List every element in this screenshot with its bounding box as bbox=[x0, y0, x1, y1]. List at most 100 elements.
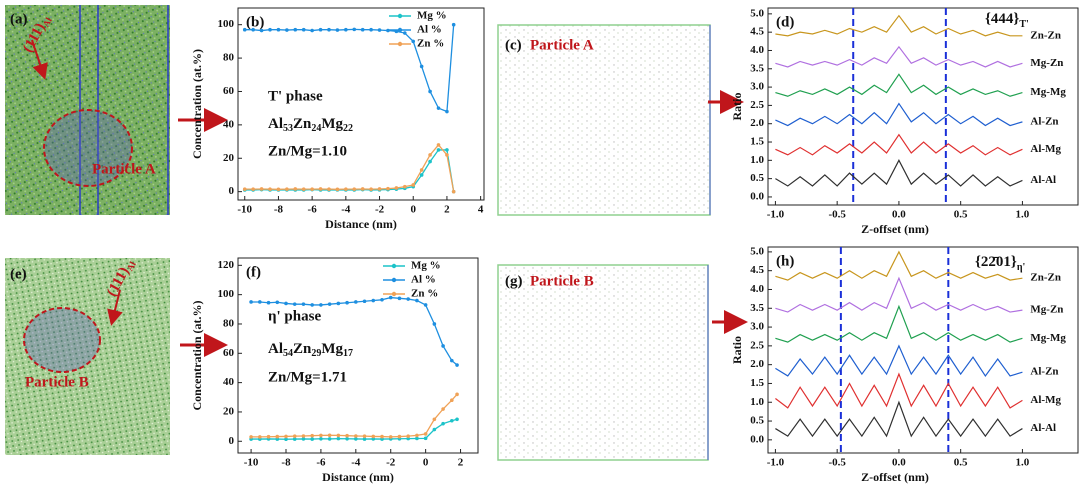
x-axis-label: Z-offset (nm) bbox=[861, 222, 929, 236]
data-point bbox=[369, 187, 373, 191]
particle-label: Particle A bbox=[92, 161, 156, 177]
series-label: Al-Zn bbox=[1030, 366, 1058, 378]
y-tick-label: 3.0 bbox=[750, 81, 764, 93]
plot-frame bbox=[767, 7, 1079, 206]
legend-marker bbox=[391, 263, 397, 269]
y-tick-label: 80 bbox=[223, 52, 235, 64]
panel-label: (b) bbox=[246, 14, 264, 30]
y-axis-label: Concentration (at.%) bbox=[190, 49, 204, 159]
data-point bbox=[380, 297, 384, 302]
legend-label: Zn % bbox=[411, 288, 438, 300]
legend-marker bbox=[391, 291, 397, 297]
data-point bbox=[441, 407, 445, 411]
data-point bbox=[249, 300, 253, 304]
data-point bbox=[327, 433, 332, 438]
data-point bbox=[345, 436, 349, 441]
panel-label: (e) bbox=[10, 266, 27, 282]
data-point bbox=[455, 392, 459, 397]
data-point bbox=[301, 187, 306, 191]
data-point bbox=[441, 421, 445, 426]
series-label: Zn-Zn bbox=[1030, 272, 1061, 284]
data-point bbox=[310, 437, 314, 441]
x-axis-label: Distance (nm) bbox=[322, 470, 394, 484]
data-point bbox=[251, 187, 255, 191]
data-point bbox=[268, 27, 272, 32]
particle-label: Particle B bbox=[530, 273, 594, 289]
data-point bbox=[275, 300, 280, 305]
data-point bbox=[441, 344, 445, 348]
y-tick-label: 5.0 bbox=[750, 245, 764, 257]
data-point bbox=[318, 27, 323, 32]
data-point bbox=[327, 27, 331, 32]
y-tick-label: 20 bbox=[223, 405, 235, 417]
data-point bbox=[369, 27, 373, 32]
data-point bbox=[292, 434, 297, 438]
arrows bbox=[178, 90, 748, 357]
data-point bbox=[292, 437, 297, 441]
formula-label: Al53Zn24Mg22 bbox=[268, 116, 353, 134]
data-point bbox=[258, 300, 262, 304]
x-tick-label: -2 bbox=[386, 457, 396, 469]
data-point bbox=[275, 434, 280, 439]
data-point bbox=[266, 300, 271, 305]
series-line bbox=[775, 45, 1023, 68]
y-axis-label: Ratio bbox=[730, 336, 744, 364]
series-line bbox=[775, 133, 1023, 156]
series-line bbox=[775, 344, 1023, 377]
data-point bbox=[445, 153, 449, 157]
data-point bbox=[292, 302, 297, 306]
y-tick-label: 2.5 bbox=[750, 339, 764, 351]
particle-label: Particle B bbox=[25, 374, 89, 390]
series-line bbox=[775, 250, 1023, 281]
data-point bbox=[403, 184, 407, 189]
series-line bbox=[775, 73, 1023, 97]
data-point bbox=[450, 418, 454, 423]
series-line bbox=[775, 159, 1023, 187]
data-point bbox=[377, 28, 382, 32]
y-tick-label: 3.5 bbox=[750, 302, 764, 314]
panel-label: (c) bbox=[505, 37, 522, 53]
y-tick-label: 4.0 bbox=[750, 44, 764, 56]
x-tick-label: -6 bbox=[308, 204, 318, 216]
data-point bbox=[451, 22, 456, 27]
series-line bbox=[251, 393, 458, 438]
y-tick-label: 20 bbox=[223, 152, 235, 164]
data-point bbox=[319, 433, 323, 438]
y-tick-label: 120 bbox=[218, 259, 235, 271]
y-tick-label: 60 bbox=[223, 347, 235, 359]
data-point bbox=[276, 27, 281, 32]
data-point bbox=[344, 187, 348, 191]
data-point bbox=[301, 437, 306, 441]
series-label: Al-Al bbox=[1030, 174, 1056, 186]
data-point bbox=[285, 187, 289, 191]
series-line bbox=[775, 276, 1023, 313]
formula-subscript: 54 bbox=[283, 348, 293, 359]
x-tick-label: -1.0 bbox=[767, 457, 785, 469]
data-point bbox=[335, 187, 340, 192]
formula-element: Al bbox=[268, 116, 283, 132]
data-point bbox=[276, 187, 281, 192]
series-label: Mg-Mg bbox=[1030, 332, 1066, 344]
data-point bbox=[428, 159, 432, 164]
data-point bbox=[432, 417, 437, 422]
x-tick-label: -6 bbox=[316, 457, 326, 469]
formula-subscript: 17 bbox=[343, 348, 353, 359]
series-label: Al-Al bbox=[1030, 422, 1056, 434]
x-tick-label: 4 bbox=[478, 204, 484, 216]
ratio-label: Zn/Mg=1.10 bbox=[268, 143, 347, 159]
series-label: Mg-Zn bbox=[1030, 304, 1063, 316]
y-tick-label: 80 bbox=[223, 318, 235, 330]
particle-label: Particle A bbox=[530, 37, 594, 53]
data-point bbox=[354, 300, 358, 304]
data-point bbox=[310, 187, 314, 191]
y-tick-label: 0 bbox=[229, 185, 235, 197]
y-tick-label: 0 bbox=[229, 435, 235, 447]
y-tick-label: 40 bbox=[223, 118, 235, 130]
series-label: Al-Zn bbox=[1030, 115, 1058, 127]
data-point bbox=[301, 27, 306, 32]
series-line bbox=[775, 372, 1023, 409]
data-point bbox=[411, 39, 416, 44]
x-tick-label: 2 bbox=[458, 457, 464, 469]
formula-subscript: 53 bbox=[283, 123, 293, 134]
data-point bbox=[380, 437, 384, 441]
